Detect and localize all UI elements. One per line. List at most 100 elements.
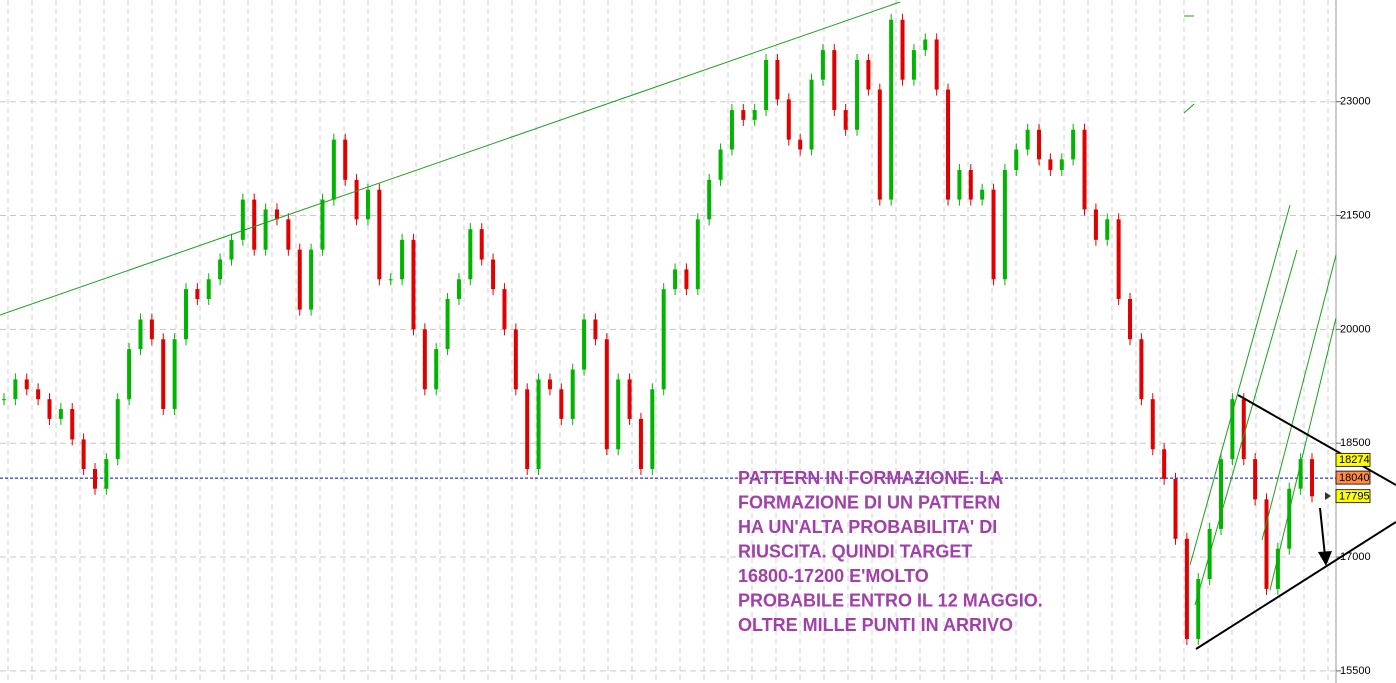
candle-body xyxy=(1196,579,1201,639)
annotation-line: OLTRE MILLE PUNTI IN ARRIVO xyxy=(738,615,1013,635)
candle-body xyxy=(434,349,439,390)
candle-body xyxy=(331,139,336,200)
candle-body xyxy=(946,89,951,200)
annotation-line: PROBABILE ENTRO IL 12 MAGGIO. xyxy=(738,590,1043,610)
candle-body xyxy=(92,468,97,489)
candle-body xyxy=(354,179,359,220)
candle-body xyxy=(764,59,769,111)
candle-body xyxy=(252,199,257,250)
candle-body xyxy=(172,339,177,410)
candle-body xyxy=(661,289,666,390)
y-tick-label: 20000 xyxy=(1340,323,1371,335)
candle-body xyxy=(24,379,29,390)
candle-body xyxy=(616,379,621,450)
candle-body xyxy=(1298,459,1303,489)
candle-body xyxy=(695,219,700,290)
candle-body xyxy=(1048,159,1053,170)
annotation-line: PATTERN IN FORMAZIONE. LA xyxy=(738,468,1003,488)
candle-body xyxy=(240,199,245,240)
candle-body xyxy=(604,339,609,450)
candle-body xyxy=(1037,129,1042,160)
price-label: 17795 xyxy=(1339,491,1370,503)
y-tick-label: 15500 xyxy=(1340,665,1371,677)
candle-body xyxy=(1310,459,1314,497)
candle-body xyxy=(2,399,6,401)
candle-body xyxy=(1139,339,1144,400)
candle-body xyxy=(104,459,109,489)
candle-body xyxy=(1105,219,1110,240)
candle-body xyxy=(513,329,518,390)
candle-body xyxy=(684,269,689,290)
candle-body xyxy=(1014,149,1019,170)
candle-body xyxy=(1219,459,1224,529)
candle-body xyxy=(343,139,348,180)
candle-body xyxy=(889,19,894,200)
y-tick-label: 17000 xyxy=(1340,551,1371,563)
candle-body xyxy=(866,59,871,90)
candle-body xyxy=(1059,159,1064,170)
candle-body xyxy=(559,389,564,419)
candle-body xyxy=(957,169,962,200)
candle-body xyxy=(775,59,780,100)
candle-body xyxy=(70,409,75,440)
price-label-box xyxy=(1335,452,1371,467)
candle-body xyxy=(855,59,860,130)
candle-body xyxy=(900,19,905,80)
candle-body xyxy=(729,110,734,150)
candle-body xyxy=(1025,129,1030,150)
candle-body xyxy=(1150,399,1155,450)
candle-body xyxy=(115,399,120,460)
vertical-grid xyxy=(7,0,1329,683)
candle-body xyxy=(1253,459,1258,500)
candle-body xyxy=(1082,129,1087,210)
candle-body xyxy=(468,229,473,280)
candle-body xyxy=(1173,478,1178,539)
channel-line xyxy=(1261,254,1337,541)
candle-body xyxy=(445,299,450,350)
candle-body xyxy=(638,418,643,469)
candle-body xyxy=(320,199,325,250)
price-pointer xyxy=(1325,492,1331,500)
candle-body xyxy=(479,229,484,260)
y-tick-label: 21500 xyxy=(1340,209,1371,221)
price-label: 18274 xyxy=(1339,454,1370,466)
channel-line xyxy=(1269,317,1337,591)
candle-body xyxy=(707,179,712,220)
candle-body xyxy=(923,39,928,51)
candle-body xyxy=(843,110,848,130)
trend-line xyxy=(1183,103,1195,114)
candle-body xyxy=(388,279,393,281)
annotation-line: HA UN'ALTA PROBABILITA' DI xyxy=(738,517,997,537)
annotation-line: FORMAZIONE DI UN PATTERN xyxy=(738,492,1000,512)
price-label: 18040 xyxy=(1339,472,1370,484)
candle-body xyxy=(1230,399,1235,460)
candle-body xyxy=(536,379,541,469)
candle-body xyxy=(968,169,973,200)
candle-body xyxy=(161,339,166,410)
candle-body xyxy=(263,209,268,250)
trend-line xyxy=(0,1,901,316)
candle-body xyxy=(309,249,314,310)
candle-body xyxy=(58,409,63,419)
candle-body xyxy=(195,289,200,300)
price-label-box xyxy=(1335,470,1371,485)
candle-body xyxy=(752,110,757,120)
candle-body xyxy=(297,249,302,310)
candle-body xyxy=(1287,488,1292,549)
candle-body xyxy=(832,50,837,111)
arrow-head xyxy=(1318,551,1332,566)
candle-body xyxy=(1002,169,1007,280)
candle-body xyxy=(1128,299,1133,340)
plot: 15500 17000 18500 20000 21500 23000 xyxy=(0,13,1371,677)
annotation: PATTERN IN FORMAZIONE. LA FORMAZIONE DI U… xyxy=(738,468,1043,635)
candle-body xyxy=(627,379,632,419)
candle-body xyxy=(1116,219,1121,300)
candle-body xyxy=(547,379,552,390)
candle-body xyxy=(400,239,405,280)
channel-line xyxy=(1189,204,1291,566)
candle-body xyxy=(934,39,939,90)
triangle-line xyxy=(1237,394,1396,486)
triangle-line xyxy=(1195,521,1396,650)
annotation-line: 16800-17200 E'MOLTO xyxy=(738,566,929,586)
